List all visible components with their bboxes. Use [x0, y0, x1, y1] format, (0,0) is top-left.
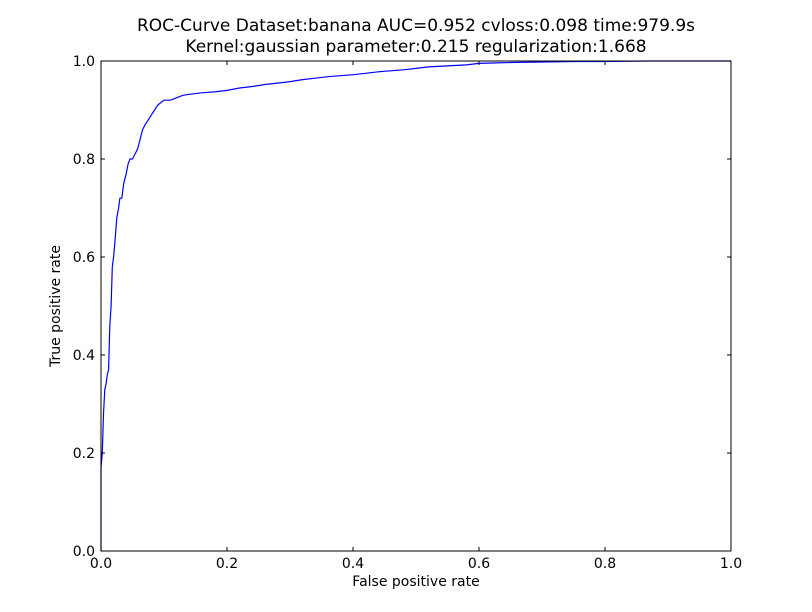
y-axis-label: True positive rate	[48, 245, 64, 368]
plot-area	[100, 60, 732, 552]
y-tick-label: 0.8	[73, 152, 95, 168]
x-tick-label: 0.0	[90, 556, 112, 572]
chart-title-line-1: ROC-Curve Dataset:banana AUC=0.952 cvlos…	[137, 16, 695, 36]
chart-title-line-2: Kernel:gaussian parameter:0.215 regulari…	[185, 37, 646, 57]
plot-frame	[100, 60, 732, 552]
x-tick-label: 0.4	[342, 556, 364, 572]
x-tick-label: 0.6	[468, 556, 490, 572]
y-tick-label: 1.0	[73, 54, 95, 70]
x-tick-label: 0.8	[594, 556, 616, 572]
x-tick-label: 0.2	[216, 556, 238, 572]
x-axis-label: False positive rate	[352, 574, 479, 590]
y-tick-label: 0.0	[73, 544, 95, 560]
y-tick-label: 0.6	[73, 250, 95, 266]
axis-ticks: 0.0 0.2 0.4 0.6 0.8 1.0 0.0 0.2 0.4 0.6 0.8 1.0	[73, 54, 742, 572]
y-tick-label: 0.4	[73, 348, 95, 364]
roc-curve-line	[100, 60, 731, 551]
y-tick-label: 0.2	[73, 446, 95, 462]
chart-title: ROC-Curve Dataset:banana AUC=0.952 cvlos…	[137, 16, 695, 57]
x-tick-label: 1.0	[720, 556, 742, 572]
